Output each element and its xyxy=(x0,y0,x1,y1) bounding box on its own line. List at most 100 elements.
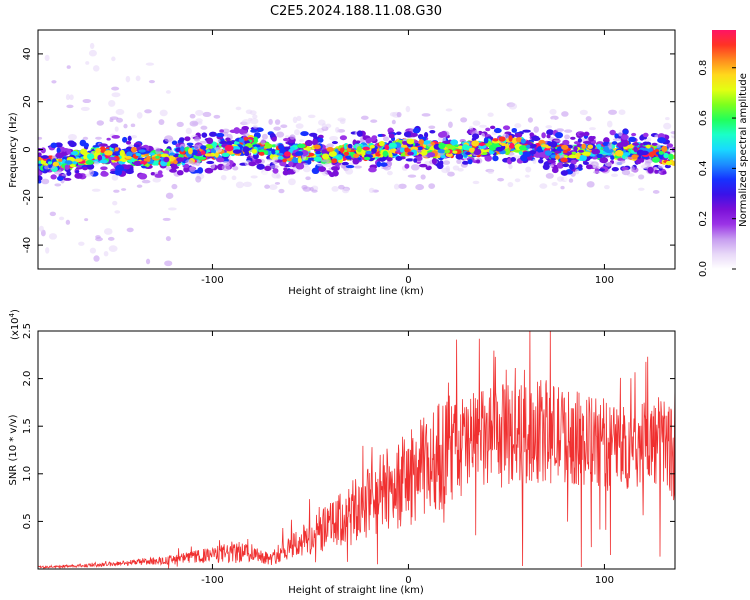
heatmap-cell xyxy=(38,175,43,182)
heatmap-cell xyxy=(518,145,528,151)
heatmap-cell xyxy=(271,148,276,155)
heatmap-cell xyxy=(160,153,169,158)
heatmap-cell xyxy=(447,171,455,177)
heatmap-cell xyxy=(50,174,57,180)
heatmap-cell xyxy=(171,165,180,169)
heatmap-cell xyxy=(155,147,161,155)
heatmap-cell xyxy=(630,165,635,172)
heatmap-cell xyxy=(550,115,559,121)
heatmap-cell xyxy=(467,158,473,165)
heatmap-cell xyxy=(531,136,541,141)
heatmap-cell xyxy=(189,166,196,173)
heatmap-cell xyxy=(252,124,258,129)
heatmap-cell xyxy=(270,165,279,169)
heatmap-cell xyxy=(388,133,395,139)
heatmap-cell xyxy=(407,151,414,156)
heatmap-cell xyxy=(421,113,431,117)
snr-multiplier-exponent: 4 xyxy=(8,312,16,317)
heatmap-cell xyxy=(120,188,127,191)
heatmap-cell xyxy=(130,146,137,153)
heatmap-cell xyxy=(483,137,489,144)
heatmap-cell xyxy=(610,155,615,160)
heatmap-panel: -100 0 100 -40 -20 0 20 40 Height of straight l… xyxy=(8,29,676,297)
heatmap-cell xyxy=(200,125,208,130)
heatmap-cell xyxy=(293,129,300,136)
heatmap-cell xyxy=(242,146,250,153)
heatmap-cell xyxy=(329,135,339,141)
heatmap-cell xyxy=(213,114,221,119)
heatmap-cell xyxy=(360,115,369,120)
heatmap-cell xyxy=(577,138,583,143)
heatmap-cell xyxy=(208,131,217,137)
heatmap-cell xyxy=(551,118,556,125)
heatmap-cell xyxy=(642,132,649,138)
heatmap-cell xyxy=(123,123,128,129)
heatmap-cell xyxy=(108,156,117,161)
heatmap-cell xyxy=(522,151,532,158)
heatmap-cell xyxy=(508,102,518,110)
heatmap-cell xyxy=(145,62,155,66)
heatmap-cell xyxy=(296,143,306,149)
heatmap-cell xyxy=(554,155,560,160)
heatmap-cell xyxy=(197,156,207,160)
colorbar-ticks: 0.0 0.2 0.4 0.6 0.8 xyxy=(698,60,736,277)
heatmap-cell xyxy=(331,141,339,145)
heatmap-cell xyxy=(297,157,302,164)
heatmap-cell xyxy=(568,178,574,183)
heatmap-cell xyxy=(441,140,451,145)
colorbar-tick-label: 0.4 xyxy=(698,160,709,176)
heatmap-cell xyxy=(67,272,74,277)
heatmap-cell xyxy=(311,189,318,193)
heatmap-cell xyxy=(165,166,172,171)
heatmap-cell xyxy=(97,154,103,161)
heatmap-cell xyxy=(670,131,675,135)
heatmap-cell xyxy=(403,131,412,138)
heatmap-cell xyxy=(315,151,322,155)
heatmap-cell xyxy=(611,173,619,178)
heatmap-cell xyxy=(431,157,437,165)
heatmap-cell xyxy=(378,140,385,147)
heatmap-cell xyxy=(606,120,613,128)
heatmap-cell xyxy=(241,119,251,126)
heatmap-cell xyxy=(66,104,74,109)
heatmap-cell xyxy=(183,166,190,173)
heatmap-cell xyxy=(596,143,602,150)
heatmap-cell xyxy=(274,182,281,185)
heatmap-cell xyxy=(133,144,140,148)
heatmap-cell xyxy=(126,151,133,157)
heatmap-cell xyxy=(219,129,225,133)
snr-frame xyxy=(37,330,676,570)
heatmap-cell xyxy=(592,162,597,169)
heatmap-cell xyxy=(193,136,201,142)
colorbar-tick-label: 0.8 xyxy=(698,60,709,76)
heatmap-cell xyxy=(547,159,556,164)
heatmap-cell xyxy=(536,146,542,153)
heatmap-cell xyxy=(326,143,334,148)
heatmap-cell xyxy=(452,150,458,154)
heatmap-cell xyxy=(125,75,131,83)
heatmap-cell xyxy=(144,109,152,114)
heatmap-cell xyxy=(321,159,330,163)
heatmap-cell xyxy=(178,137,185,142)
heatmap-cell xyxy=(379,162,388,167)
heatmap-cell xyxy=(100,166,108,171)
heatmap-cell xyxy=(444,149,451,154)
heatmap-cell xyxy=(666,143,674,148)
colorbar-gradient xyxy=(712,30,736,269)
heatmap-cell xyxy=(560,185,565,190)
heatmap-cell xyxy=(651,142,658,146)
heatmap-cell xyxy=(231,175,237,181)
heatmap-cell xyxy=(159,109,168,117)
heatmap-cell xyxy=(140,131,148,136)
heatmap-cell xyxy=(52,161,60,167)
heatmap-cell xyxy=(593,110,599,117)
heatmap-cell xyxy=(468,147,475,153)
heatmap-cell xyxy=(185,127,192,135)
heatmap-cell xyxy=(232,166,239,171)
heatmap-cell xyxy=(404,163,410,169)
heatmap-cell xyxy=(406,143,414,148)
heatmap-ytick-label: -40 xyxy=(22,237,33,253)
heatmap-cell xyxy=(276,152,284,156)
heatmap-cell xyxy=(420,174,426,180)
